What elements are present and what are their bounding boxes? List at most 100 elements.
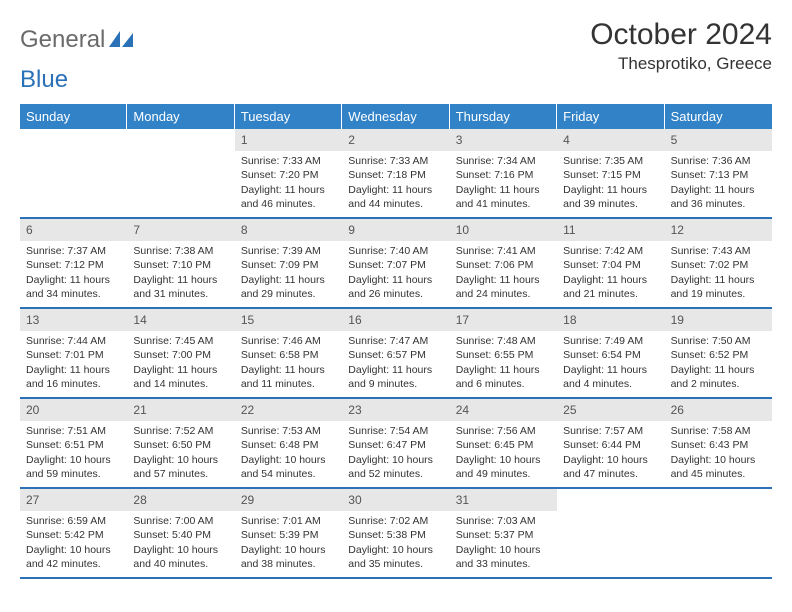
sunrise-text: Sunrise: 7:54 AM xyxy=(348,424,443,438)
sunset-text: Sunset: 7:16 PM xyxy=(456,168,551,182)
day-cell: 28Sunrise: 7:00 AMSunset: 5:40 PMDayligh… xyxy=(127,489,234,577)
sunrise-text: Sunrise: 7:34 AM xyxy=(456,154,551,168)
daylight-text: Daylight: 11 hours and 46 minutes. xyxy=(241,183,336,211)
sunrise-text: Sunrise: 7:48 AM xyxy=(456,334,551,348)
day-number: 21 xyxy=(127,399,234,421)
day-cell: 2Sunrise: 7:33 AMSunset: 7:18 PMDaylight… xyxy=(342,129,449,217)
day-body: Sunrise: 7:01 AMSunset: 5:39 PMDaylight:… xyxy=(235,511,342,577)
daylight-text: Daylight: 10 hours and 59 minutes. xyxy=(26,453,121,481)
daylight-text: Daylight: 11 hours and 26 minutes. xyxy=(348,273,443,301)
day-number: 16 xyxy=(342,309,449,331)
sunset-text: Sunset: 7:20 PM xyxy=(241,168,336,182)
day-number: 29 xyxy=(235,489,342,511)
day-cell xyxy=(665,489,772,577)
daylight-text: Daylight: 11 hours and 39 minutes. xyxy=(563,183,658,211)
day-number: 10 xyxy=(450,219,557,241)
day-number: 28 xyxy=(127,489,234,511)
sunset-text: Sunset: 7:04 PM xyxy=(563,258,658,272)
daylight-text: Daylight: 10 hours and 52 minutes. xyxy=(348,453,443,481)
day-body xyxy=(127,135,234,144)
day-body: Sunrise: 7:43 AMSunset: 7:02 PMDaylight:… xyxy=(665,241,772,307)
day-body: Sunrise: 7:47 AMSunset: 6:57 PMDaylight:… xyxy=(342,331,449,397)
day-cell: 20Sunrise: 7:51 AMSunset: 6:51 PMDayligh… xyxy=(20,399,127,487)
day-body xyxy=(557,495,664,504)
sunset-text: Sunset: 7:12 PM xyxy=(26,258,121,272)
sunrise-text: Sunrise: 7:39 AM xyxy=(241,244,336,258)
day-body: Sunrise: 7:41 AMSunset: 7:06 PMDaylight:… xyxy=(450,241,557,307)
day-cell: 30Sunrise: 7:02 AMSunset: 5:38 PMDayligh… xyxy=(342,489,449,577)
weekday-header: Sunday Monday Tuesday Wednesday Thursday… xyxy=(20,104,772,129)
location: Thesprotiko, Greece xyxy=(590,54,772,74)
sunset-text: Sunset: 5:42 PM xyxy=(26,528,121,542)
week-row: 1Sunrise: 7:33 AMSunset: 7:20 PMDaylight… xyxy=(20,129,772,219)
day-cell: 15Sunrise: 7:46 AMSunset: 6:58 PMDayligh… xyxy=(235,309,342,397)
daylight-text: Daylight: 10 hours and 45 minutes. xyxy=(671,453,766,481)
day-number: 4 xyxy=(557,129,664,151)
sunset-text: Sunset: 6:57 PM xyxy=(348,348,443,362)
week-row: 20Sunrise: 7:51 AMSunset: 6:51 PMDayligh… xyxy=(20,399,772,489)
day-body: Sunrise: 7:36 AMSunset: 7:13 PMDaylight:… xyxy=(665,151,772,217)
day-number: 27 xyxy=(20,489,127,511)
daylight-text: Daylight: 10 hours and 49 minutes. xyxy=(456,453,551,481)
weekday-tuesday: Tuesday xyxy=(235,104,342,129)
day-body: Sunrise: 7:48 AMSunset: 6:55 PMDaylight:… xyxy=(450,331,557,397)
day-number: 24 xyxy=(450,399,557,421)
day-cell: 27Sunrise: 6:59 AMSunset: 5:42 PMDayligh… xyxy=(20,489,127,577)
sunset-text: Sunset: 7:18 PM xyxy=(348,168,443,182)
daylight-text: Daylight: 11 hours and 44 minutes. xyxy=(348,183,443,211)
daylight-text: Daylight: 11 hours and 29 minutes. xyxy=(241,273,336,301)
day-cell: 16Sunrise: 7:47 AMSunset: 6:57 PMDayligh… xyxy=(342,309,449,397)
daylight-text: Daylight: 11 hours and 4 minutes. xyxy=(563,363,658,391)
day-cell: 17Sunrise: 7:48 AMSunset: 6:55 PMDayligh… xyxy=(450,309,557,397)
day-number: 19 xyxy=(665,309,772,331)
day-body: Sunrise: 7:02 AMSunset: 5:38 PMDaylight:… xyxy=(342,511,449,577)
day-cell: 11Sunrise: 7:42 AMSunset: 7:04 PMDayligh… xyxy=(557,219,664,307)
sunset-text: Sunset: 6:50 PM xyxy=(133,438,228,452)
day-number: 12 xyxy=(665,219,772,241)
day-cell: 8Sunrise: 7:39 AMSunset: 7:09 PMDaylight… xyxy=(235,219,342,307)
daylight-text: Daylight: 10 hours and 40 minutes. xyxy=(133,543,228,571)
sunset-text: Sunset: 7:07 PM xyxy=(348,258,443,272)
day-cell: 10Sunrise: 7:41 AMSunset: 7:06 PMDayligh… xyxy=(450,219,557,307)
day-body: Sunrise: 7:54 AMSunset: 6:47 PMDaylight:… xyxy=(342,421,449,487)
daylight-text: Daylight: 11 hours and 19 minutes. xyxy=(671,273,766,301)
daylight-text: Daylight: 11 hours and 16 minutes. xyxy=(26,363,121,391)
day-cell: 4Sunrise: 7:35 AMSunset: 7:15 PMDaylight… xyxy=(557,129,664,217)
day-cell: 5Sunrise: 7:36 AMSunset: 7:13 PMDaylight… xyxy=(665,129,772,217)
day-body: Sunrise: 7:44 AMSunset: 7:01 PMDaylight:… xyxy=(20,331,127,397)
day-cell: 24Sunrise: 7:56 AMSunset: 6:45 PMDayligh… xyxy=(450,399,557,487)
day-cell: 6Sunrise: 7:37 AMSunset: 7:12 PMDaylight… xyxy=(20,219,127,307)
sunset-text: Sunset: 5:39 PM xyxy=(241,528,336,542)
day-body xyxy=(665,495,772,504)
day-cell: 31Sunrise: 7:03 AMSunset: 5:37 PMDayligh… xyxy=(450,489,557,577)
day-number: 14 xyxy=(127,309,234,331)
day-number: 20 xyxy=(20,399,127,421)
sunset-text: Sunset: 7:09 PM xyxy=(241,258,336,272)
day-number: 18 xyxy=(557,309,664,331)
month-title: October 2024 xyxy=(590,18,772,52)
sunset-text: Sunset: 6:48 PM xyxy=(241,438,336,452)
weekday-thursday: Thursday xyxy=(450,104,557,129)
sunrise-text: Sunrise: 7:35 AM xyxy=(563,154,658,168)
daylight-text: Daylight: 11 hours and 21 minutes. xyxy=(563,273,658,301)
daylight-text: Daylight: 11 hours and 41 minutes. xyxy=(456,183,551,211)
sunrise-text: Sunrise: 7:57 AM xyxy=(563,424,658,438)
day-cell: 1Sunrise: 7:33 AMSunset: 7:20 PMDaylight… xyxy=(235,129,342,217)
sunset-text: Sunset: 7:02 PM xyxy=(671,258,766,272)
weekday-monday: Monday xyxy=(127,104,234,129)
sunset-text: Sunset: 5:38 PM xyxy=(348,528,443,542)
day-number: 25 xyxy=(557,399,664,421)
day-body: Sunrise: 7:33 AMSunset: 7:20 PMDaylight:… xyxy=(235,151,342,217)
day-body: Sunrise: 7:46 AMSunset: 6:58 PMDaylight:… xyxy=(235,331,342,397)
day-cell: 21Sunrise: 7:52 AMSunset: 6:50 PMDayligh… xyxy=(127,399,234,487)
logo-text-1: General xyxy=(20,26,105,54)
day-body: Sunrise: 7:45 AMSunset: 7:00 PMDaylight:… xyxy=(127,331,234,397)
day-body: Sunrise: 7:33 AMSunset: 7:18 PMDaylight:… xyxy=(342,151,449,217)
day-body: Sunrise: 7:49 AMSunset: 6:54 PMDaylight:… xyxy=(557,331,664,397)
sunrise-text: Sunrise: 7:49 AM xyxy=(563,334,658,348)
day-number: 5 xyxy=(665,129,772,151)
day-number: 15 xyxy=(235,309,342,331)
sunrise-text: Sunrise: 7:47 AM xyxy=(348,334,443,348)
sunset-text: Sunset: 7:01 PM xyxy=(26,348,121,362)
sunrise-text: Sunrise: 7:50 AM xyxy=(671,334,766,348)
